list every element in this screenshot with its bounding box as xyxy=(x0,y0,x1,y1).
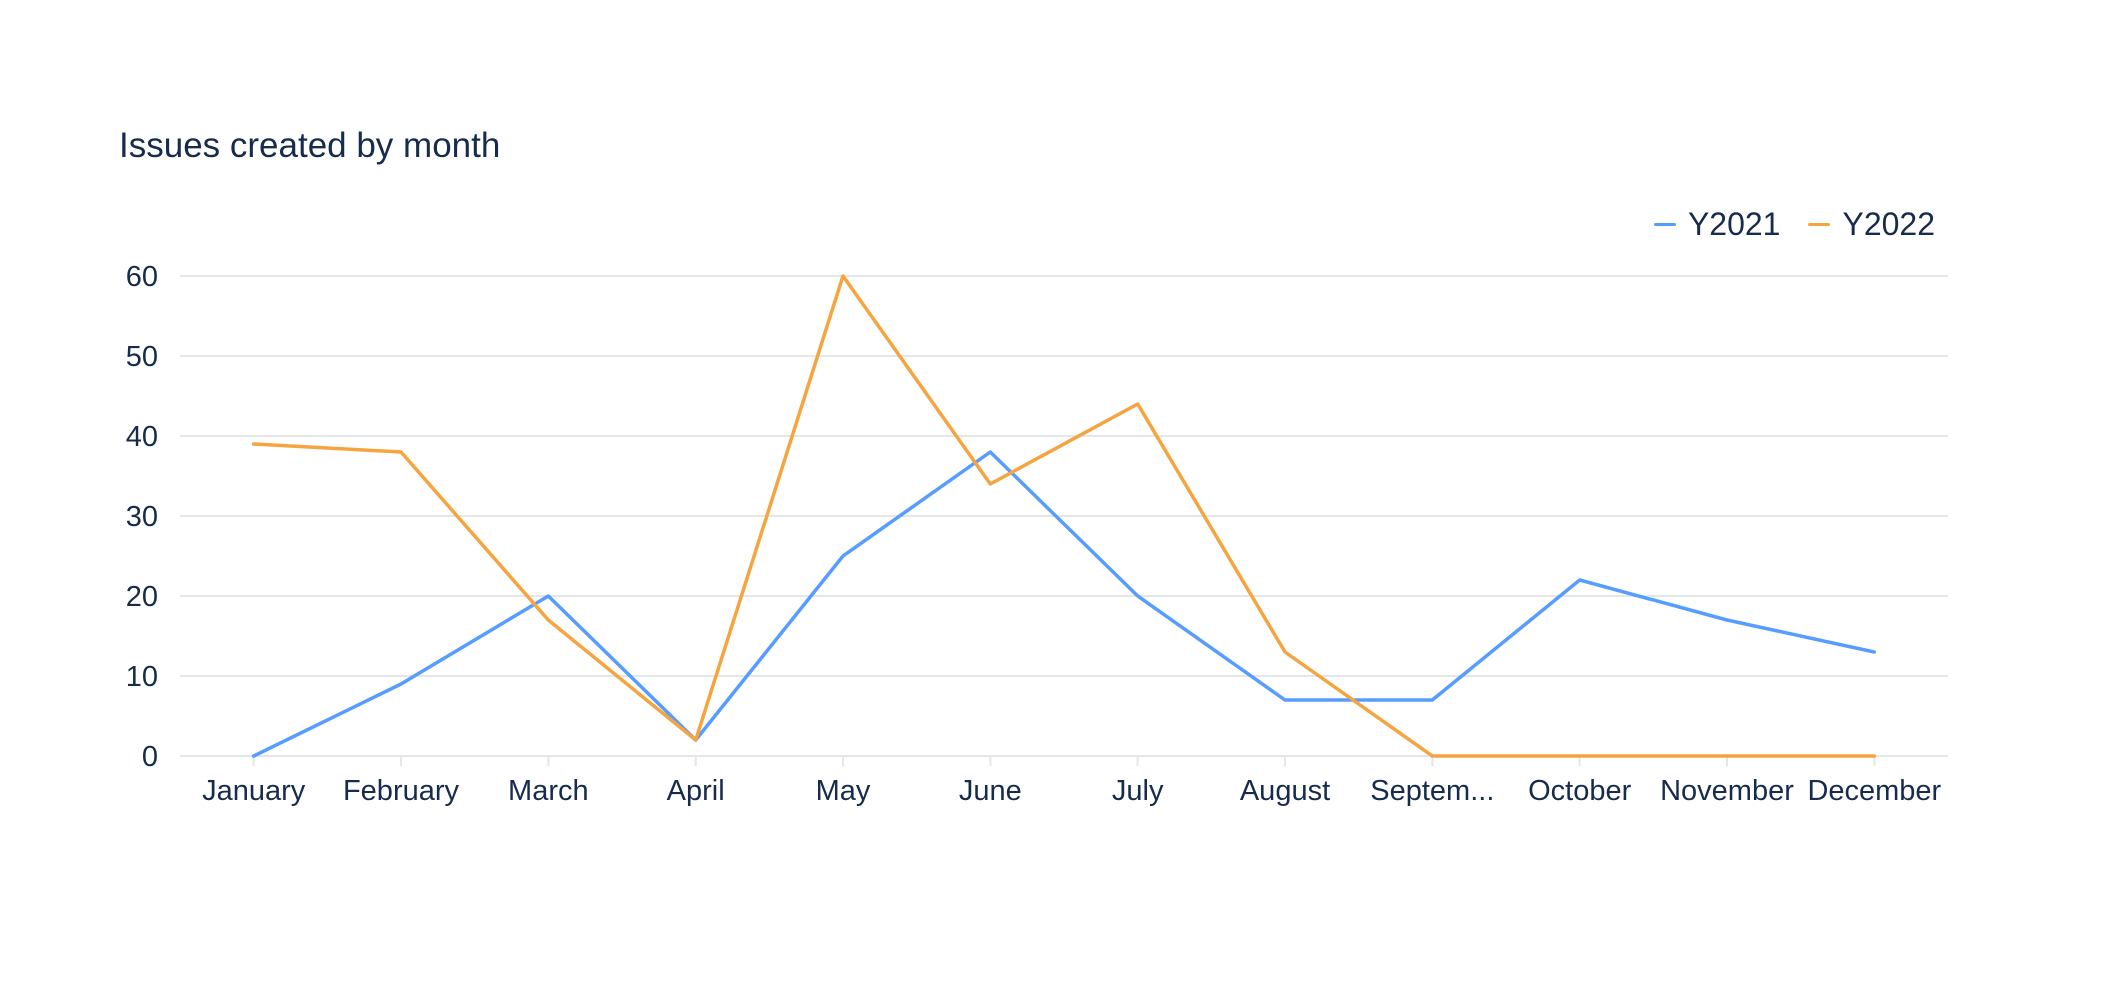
y-tick-label: 0 xyxy=(142,741,158,773)
x-tick-label: August xyxy=(1240,775,1330,807)
y-tick-label: 10 xyxy=(126,661,158,693)
x-tick-label: April xyxy=(667,775,725,807)
x-tick-label: November xyxy=(1660,775,1794,807)
chart-legend: Y2021 Y2022 xyxy=(1653,206,1935,243)
legend-label-y2021: Y2021 xyxy=(1687,206,1781,242)
legend-item-y2021[interactable]: Y2021 xyxy=(1653,206,1781,243)
chart-title: Issues created by month xyxy=(119,126,501,165)
y-tick-label: 20 xyxy=(126,581,158,613)
x-tick-label: March xyxy=(508,775,589,807)
x-tick-label: January xyxy=(202,775,306,807)
x-tick-label: May xyxy=(816,775,871,807)
series-line-y2021 xyxy=(251,450,1877,758)
legend-swatch-y2021 xyxy=(1653,223,1676,226)
series-line-y2022 xyxy=(251,274,1877,758)
legend-label-y2022: Y2022 xyxy=(1842,206,1935,242)
x-tick-label: July xyxy=(1112,775,1164,807)
legend-swatch-y2022 xyxy=(1808,223,1831,226)
y-tick-label: 40 xyxy=(126,421,158,453)
y-tick-label: 60 xyxy=(126,261,158,293)
x-tick-label: February xyxy=(343,775,460,807)
x-tick-label: June xyxy=(959,775,1022,807)
x-tick-label: October xyxy=(1528,775,1631,807)
y-tick-label: 50 xyxy=(126,341,158,373)
x-tick-label: Septem... xyxy=(1370,775,1494,807)
legend-item-y2022[interactable]: Y2022 xyxy=(1808,206,1935,243)
y-tick-label: 30 xyxy=(126,501,158,533)
x-tick-label: December xyxy=(1807,775,1941,807)
